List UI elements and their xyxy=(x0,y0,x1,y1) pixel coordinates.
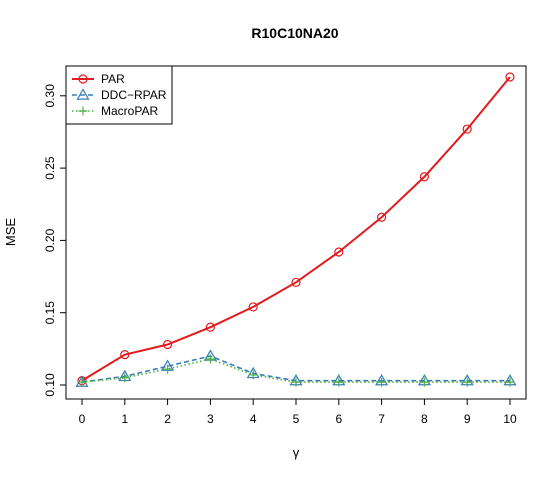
y-tick-label: 0.30 xyxy=(43,84,57,108)
x-axis-title: γ xyxy=(293,445,300,460)
data-point xyxy=(419,377,429,387)
legend-item: PAR xyxy=(72,72,125,86)
series-layer xyxy=(75,72,517,387)
x-axis: 0 1 2 3 4 5 6 7 8 9 10 xyxy=(79,398,517,426)
legend-item: DDC−RPAR xyxy=(72,88,167,102)
data-point xyxy=(248,370,258,380)
legend-marker xyxy=(78,74,88,84)
data-point xyxy=(205,354,215,364)
y-tick-label: 0.15 xyxy=(43,301,57,325)
legend-marker xyxy=(76,88,90,100)
x-tick-label: 8 xyxy=(421,412,428,426)
y-axis: 0.10 0.15 0.20 0.25 0.30 xyxy=(43,84,67,397)
legend-label: DDC−RPAR xyxy=(101,88,167,102)
data-point xyxy=(120,350,130,360)
data-point xyxy=(205,322,215,332)
data-point xyxy=(291,377,301,387)
x-tick-label: 2 xyxy=(164,412,171,426)
x-tick-label: 7 xyxy=(378,412,385,426)
data-point xyxy=(248,302,258,312)
x-tick-label: 1 xyxy=(121,412,128,426)
x-tick-label: 6 xyxy=(335,412,342,426)
data-point xyxy=(77,377,87,387)
data-point xyxy=(377,212,387,222)
data-point xyxy=(462,377,472,387)
series-1 xyxy=(77,72,515,386)
data-point xyxy=(505,72,515,82)
chart-title: R10C10NA20 xyxy=(251,25,338,41)
legend-label: MacroPAR xyxy=(101,104,158,118)
y-axis-title: MSE xyxy=(3,218,18,247)
data-point xyxy=(505,377,515,387)
x-tick-label: 5 xyxy=(293,412,300,426)
data-point xyxy=(377,377,387,387)
x-tick-label: 3 xyxy=(207,412,214,426)
data-point xyxy=(334,377,344,387)
data-point xyxy=(419,172,429,182)
legend: PAR DDC−RPAR MacroPAR xyxy=(65,65,173,125)
legend-label: PAR xyxy=(101,72,125,86)
data-point xyxy=(163,339,173,350)
legend-item: MacroPAR xyxy=(72,104,158,118)
x-tick-label: 10 xyxy=(503,412,517,426)
data-point xyxy=(334,247,344,257)
x-tick-label: 0 xyxy=(79,412,86,426)
data-point xyxy=(462,124,472,134)
series-line xyxy=(81,358,510,383)
data-point xyxy=(120,373,130,383)
series-line xyxy=(81,76,511,382)
data-point xyxy=(291,277,301,287)
legend-marker xyxy=(78,106,88,116)
y-tick-label: 0.25 xyxy=(43,156,57,180)
y-tick-label: 0.10 xyxy=(43,373,57,397)
x-tick-label: 4 xyxy=(250,412,257,426)
x-tick-label: 9 xyxy=(464,412,471,426)
data-point xyxy=(163,364,173,374)
y-tick-label: 0.20 xyxy=(43,228,57,252)
series-3 xyxy=(77,354,515,387)
